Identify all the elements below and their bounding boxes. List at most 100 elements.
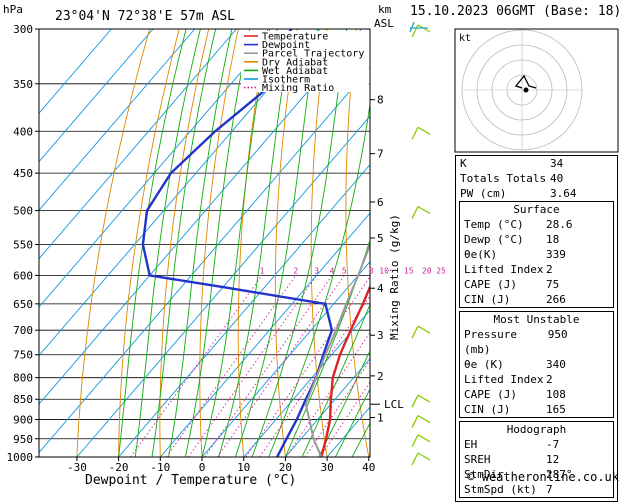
- asl-label: ASL: [374, 17, 394, 30]
- index-label: PW (cm): [460, 186, 506, 201]
- pressure-tick-label: 450: [13, 167, 33, 180]
- hpa-label: hPa: [3, 3, 23, 16]
- index-row: StmSpd (kt)7: [460, 482, 613, 497]
- index-row: Temp (°C) 28.6: [460, 217, 613, 232]
- wind-barb-feather: [412, 435, 418, 447]
- hodograph-kt-label: kt: [459, 33, 471, 44]
- pressure-tick-label: 950: [13, 433, 33, 446]
- date-header: 15.10.2023 06GMT (Base: 18): [410, 4, 621, 19]
- index-label: CAPE (J): [464, 387, 517, 402]
- temperature-tick-label: -30: [67, 461, 87, 474]
- index-row: CIN (J)266: [460, 292, 613, 307]
- index-label: K: [460, 156, 467, 171]
- index-label: θe(K): [464, 247, 497, 262]
- index-value: 950: [548, 327, 610, 357]
- wind-barb: [418, 127, 430, 134]
- index-value: 18: [546, 232, 610, 247]
- wind-barb: [418, 416, 430, 423]
- index-label: Pressure (mb): [464, 327, 548, 357]
- index-value: -7: [546, 437, 610, 452]
- index-value: 108: [546, 387, 610, 402]
- index-label: CAPE (J): [464, 277, 517, 292]
- mixing-ratio-label: 5: [342, 266, 347, 275]
- index-row: SREH 12: [460, 452, 613, 467]
- hodograph-title: Hodograph: [460, 422, 613, 437]
- pressure-tick-label: 750: [13, 349, 33, 362]
- index-row: CAPE (J) 108: [460, 387, 613, 402]
- index-value: 340: [546, 357, 610, 372]
- location-title: 23°04'N 72°38'E 57m ASL: [55, 9, 235, 24]
- pressure-tick-label: 400: [13, 125, 33, 138]
- mixing-ratio-label: 2: [293, 266, 298, 275]
- pressure-tick-label: 1000: [7, 451, 34, 464]
- wind-barb-feather: [412, 395, 418, 407]
- lcl-label: LCL: [384, 398, 404, 411]
- index-row: θe(K) 339: [460, 247, 613, 262]
- index-value: 28.6: [546, 217, 610, 232]
- storm-motion-marker: [524, 88, 529, 93]
- mixing-ratio-label: 1: [260, 266, 265, 275]
- mixing-ratio-line: [131, 275, 262, 457]
- index-label: Dewp (°C): [464, 232, 524, 247]
- wind-barb: [418, 326, 430, 333]
- km-tick-label: 7: [377, 148, 384, 161]
- km-tick-label: 8: [377, 94, 384, 107]
- x-axis-label: Dewpoint / Temperature (°C): [85, 473, 296, 486]
- wind-barb: [418, 435, 430, 442]
- mixing-ratio-line: [218, 275, 345, 457]
- pressure-tick-label: 500: [13, 205, 33, 218]
- wind-barb: [418, 395, 430, 402]
- index-row: Pressure (mb)950: [460, 327, 613, 357]
- index-label: Lifted Index: [464, 372, 543, 387]
- temperature-tick-label: 30: [320, 461, 333, 474]
- index-label: CIN (J): [464, 292, 510, 307]
- mixing-ratio-label: 25: [436, 266, 446, 275]
- copyright-footer: © weatheronline.co.uk: [467, 470, 619, 484]
- index-value: 2: [546, 372, 610, 387]
- dry-adiabat-line: [119, 29, 180, 457]
- km-tick-label: 3: [377, 329, 384, 342]
- index-label: EH: [464, 437, 477, 452]
- wind-barb-feather: [412, 326, 418, 338]
- index-label: θe (K): [464, 357, 504, 372]
- wet-adiabat-line: [135, 29, 200, 457]
- km-tick-label: 6: [377, 196, 384, 209]
- pressure-tick-label: 900: [13, 414, 33, 427]
- index-value: 3.64: [550, 186, 614, 201]
- index-row: Dewp (°C) 18: [460, 232, 613, 247]
- dry-adiabat-line: [346, 29, 369, 457]
- mixing-ratio-label: 4: [330, 266, 335, 275]
- temperature-tick-label: 40: [362, 461, 375, 474]
- pressure-tick-label: 600: [13, 269, 33, 282]
- index-value: 339: [546, 247, 610, 262]
- index-row: CAPE (J)75: [460, 277, 613, 292]
- wind-barb: [418, 207, 430, 214]
- index-row: EH -7: [460, 437, 613, 452]
- pressure-tick-label: 800: [13, 372, 33, 385]
- index-row: CIN (J) 165: [460, 402, 613, 417]
- wet-adiabat-line: [119, 29, 187, 457]
- index-label: SREH: [464, 452, 491, 467]
- mixing-ratio-label: 20: [422, 266, 432, 275]
- index-label: CIN (J): [464, 402, 510, 417]
- index-value: 12: [546, 452, 610, 467]
- pressure-tick-label: 350: [13, 78, 33, 91]
- km-tick-label: 2: [377, 370, 384, 383]
- wind-barb-feather: [412, 127, 418, 139]
- index-label: Totals Totals: [460, 171, 546, 186]
- pressure-tick-label: 700: [13, 324, 33, 337]
- mixing-ratio-label: 15: [404, 266, 414, 275]
- km-tick-label: 5: [377, 232, 384, 245]
- most-unstable-title: Most Unstable: [460, 312, 613, 327]
- dry-adiabat-line: [622, 29, 629, 457]
- index-value: 165: [546, 402, 610, 417]
- index-label: Temp (°C): [464, 217, 524, 232]
- wind-barb-feather: [412, 207, 418, 219]
